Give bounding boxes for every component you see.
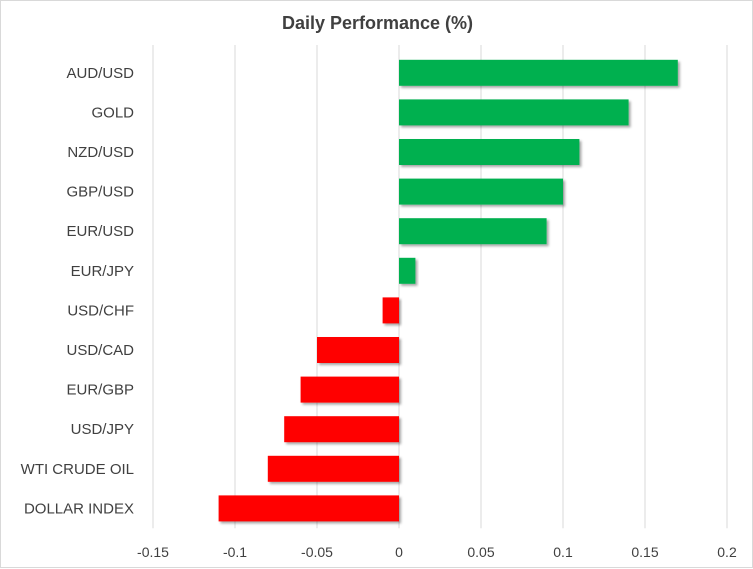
category-label: USD/JPY (71, 421, 134, 438)
category-label: GBP/USD (66, 184, 134, 201)
bar-wti-crude-oil (267, 455, 399, 482)
category-label: EUR/JPY (71, 263, 134, 280)
bar-dollar-index (218, 495, 399, 522)
category-label: NZD/USD (67, 144, 134, 161)
category-label: USD/CHF (67, 302, 134, 319)
x-tick-label: 0.1 (553, 544, 573, 560)
category-label: AUD/USD (66, 65, 134, 82)
x-tick-label: -0.05 (301, 544, 333, 560)
category-label: DOLLAR INDEX (24, 500, 134, 517)
x-tick-label: -0.1 (223, 544, 247, 560)
x-tick-label: -0.15 (137, 544, 169, 560)
category-label: EUR/USD (66, 223, 134, 240)
category-label: EUR/GBP (66, 382, 134, 399)
bar-gbp-usd (399, 178, 563, 205)
bar-nzd-usd (399, 139, 580, 165)
category-label: GOLD (91, 104, 134, 121)
x-tick-label: 0.05 (467, 544, 494, 560)
bar-aud-usd (399, 59, 678, 86)
bar-eur-gbp (300, 376, 399, 403)
category-label: WTI CRUDE OIL (21, 461, 134, 478)
bar-usd-jpy (284, 416, 399, 443)
bar-usd-cad (317, 337, 399, 363)
bar-eur-usd (399, 218, 547, 245)
x-tick-label: 0 (395, 544, 403, 560)
category-label: USD/CAD (66, 342, 134, 359)
x-tick-label: 0.2 (717, 544, 737, 560)
chart-title: Daily Performance (%) (281, 13, 474, 33)
x-tick-label: 0.15 (631, 544, 658, 560)
bar-usd-chf (382, 297, 399, 324)
bar-eur-jpy (399, 257, 416, 284)
bar-gold (399, 99, 629, 126)
